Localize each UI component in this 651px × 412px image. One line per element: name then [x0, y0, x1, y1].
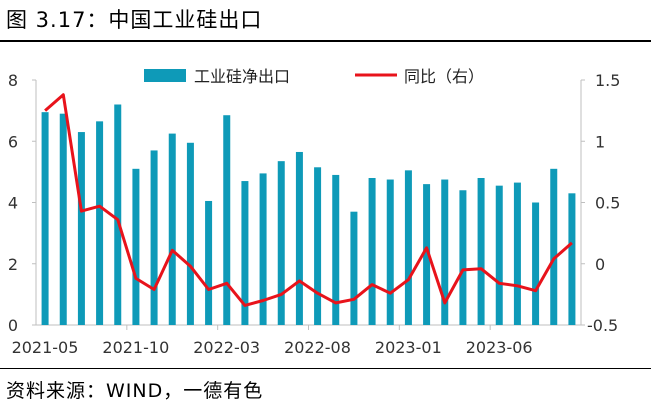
x-tick-label: 2021-05 [12, 338, 79, 357]
x-tick-label: 2022-03 [193, 338, 260, 357]
bar-net-export [368, 178, 376, 325]
bar-net-export [186, 142, 194, 325]
bar-net-export [77, 132, 85, 325]
top-divider [0, 40, 651, 42]
bar-net-export [477, 178, 485, 325]
left-tick-label: 2 [8, 255, 18, 274]
line-series-yoy [44, 93, 573, 307]
source-note: 资料来源：WIND，一德有色 [6, 380, 264, 402]
left-tick-label: 8 [8, 71, 18, 90]
right-tick-label: 1 [595, 132, 605, 151]
bar-net-export [150, 150, 158, 325]
line-yoy [44, 93, 573, 307]
chart-axes [32, 79, 585, 330]
bar-net-export [332, 174, 340, 325]
left-tick-label: 4 [8, 194, 18, 213]
export-chart: 0 2 4 6 8 -0.5 0 0.5 1 1.5 2021-05 2021-10 2022-03 20… [8, 67, 621, 357]
bar-net-export [350, 211, 358, 325]
x-tick-label: 2022-08 [284, 338, 351, 357]
bar-net-export [41, 112, 49, 325]
x-tick-label: 2023-01 [375, 338, 442, 357]
bar-net-export [259, 173, 267, 325]
bar-net-export [459, 190, 467, 325]
bar-net-export [532, 202, 540, 325]
bar-net-export [96, 121, 104, 325]
axis-tick-labels: 0 2 4 6 8 -0.5 0 0.5 1 1.5 2021-05 2021-10 2022-03 20… [8, 71, 621, 357]
bar-net-export [205, 200, 213, 325]
bar-net-export [114, 104, 122, 325]
bar-net-export [386, 179, 394, 325]
right-tick-label: 0 [595, 255, 605, 274]
right-tick-label: -0.5 [587, 316, 618, 335]
bar-net-export [423, 184, 431, 325]
chart-legend: 工业硅净出口 同比（右） [144, 67, 484, 86]
bar-net-export [550, 168, 558, 325]
bar-net-export [277, 161, 285, 325]
bar-net-export [223, 115, 231, 325]
left-tick-label: 0 [8, 316, 18, 335]
bottom-divider [0, 368, 651, 369]
bar-net-export [404, 170, 412, 325]
left-tick-label: 6 [8, 132, 18, 151]
bar-net-export [241, 181, 249, 325]
bar-series-net-export [41, 104, 576, 325]
bar-net-export [295, 151, 303, 325]
legend-label-line: 同比（右） [404, 67, 484, 86]
x-tick-label: 2021-10 [102, 338, 169, 357]
legend-swatch-bar [144, 69, 186, 82]
bar-net-export [441, 179, 449, 325]
x-tick-label: 2023-06 [466, 338, 533, 357]
legend-label-bar: 工业硅净出口 [194, 67, 290, 86]
bar-net-export [513, 182, 521, 325]
bar-net-export [314, 167, 322, 325]
bar-net-export [495, 185, 503, 325]
bar-net-export [568, 193, 576, 325]
bar-net-export [132, 168, 140, 325]
bar-net-export [59, 113, 67, 325]
right-tick-label: 0.5 [595, 194, 620, 213]
bar-net-export [168, 133, 176, 325]
figure-title: 图 3.17：中国工业硅出口 [6, 8, 263, 32]
right-tick-label: 1.5 [595, 71, 620, 90]
